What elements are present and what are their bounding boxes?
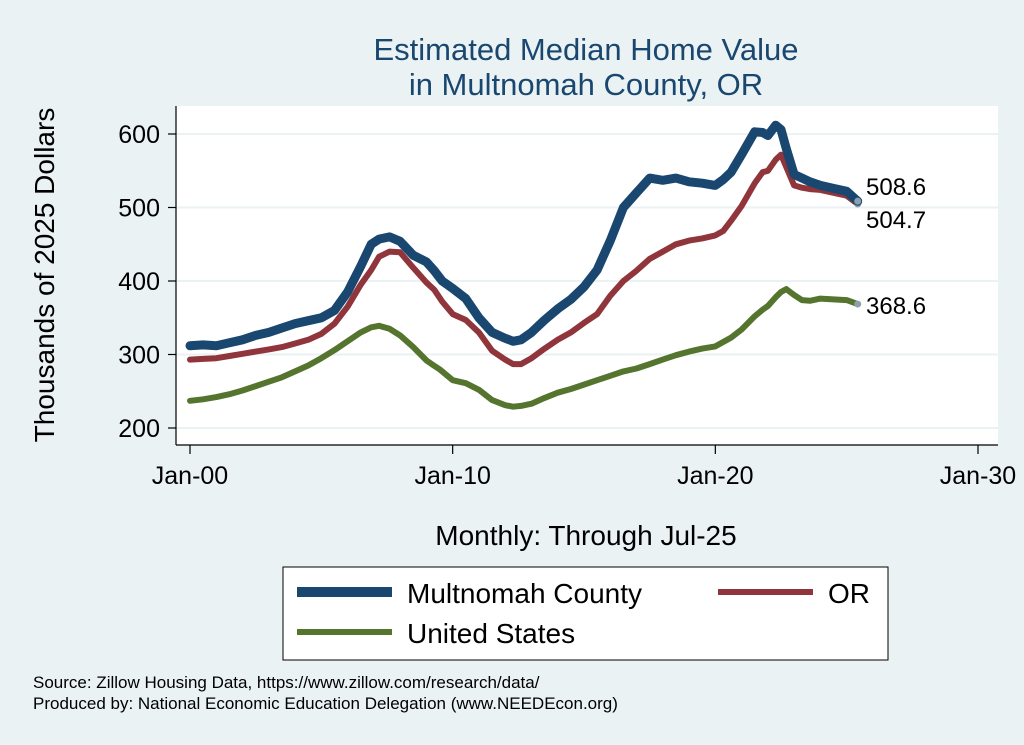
legend: Multnomah County OR United States <box>282 566 889 661</box>
footnote-source: Source: Zillow Housing Data, https://www… <box>33 673 540 692</box>
data-series <box>185 120 863 410</box>
x-tick-label: Jan-20 <box>677 462 753 490</box>
series-line-or <box>187 151 861 368</box>
y-tick-label: 300 <box>118 342 160 370</box>
x-tick-label: Jan-10 <box>414 462 490 490</box>
end-label-or: 504.7 <box>866 207 926 234</box>
series-endpoint-multnomah-county <box>854 197 862 205</box>
series-endpoint-united-states <box>854 300 862 308</box>
end-label-multnomah-county: 508.6 <box>866 174 926 201</box>
y-tick-label: 400 <box>118 268 160 296</box>
y-tick-label: 500 <box>118 195 160 223</box>
legend-label-multnomah: Multnomah County <box>407 578 642 609</box>
x-axis-title: Monthly: Through Jul-25 <box>435 520 736 551</box>
legend-box <box>282 566 889 661</box>
legend-label-us: United States <box>407 618 575 649</box>
chart-title-line-1: Estimated Median Home Value <box>373 32 798 67</box>
chart-title-line-2: in Multnomah County, OR <box>409 67 763 102</box>
end-label-united-states: 368.6 <box>866 293 926 320</box>
axes: 200 300 400 500 600 Jan-00 Jan-10 Jan-20 Jan-30 <box>118 106 1016 490</box>
x-tick-label: Jan-00 <box>152 462 228 490</box>
footnote-produced-by: Produced by: National Economic Education… <box>33 694 618 713</box>
plot-area <box>176 106 998 445</box>
series-line-united-states <box>187 286 861 410</box>
y-tick-label: 200 <box>118 415 160 443</box>
x-tick-label: Jan-30 <box>940 462 1016 490</box>
y-axis-title: Thousands of 2025 Dollars <box>29 108 60 443</box>
end-labels: 368.6 504.7 508.6 <box>866 174 926 320</box>
chart-title: Estimated Median Home Value in Multnomah… <box>373 32 798 102</box>
y-tick-label: 600 <box>118 121 160 149</box>
legend-label-or: OR <box>828 578 870 609</box>
series-line-multnomah-county <box>185 120 863 351</box>
